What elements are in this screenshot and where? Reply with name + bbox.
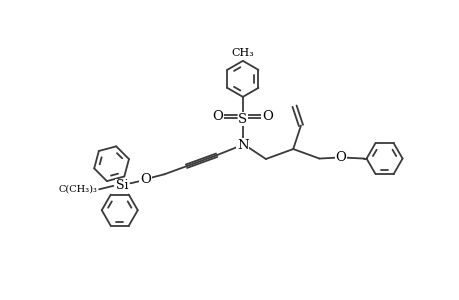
Text: C(CH₃)₃: C(CH₃)₃	[58, 185, 97, 194]
Text: CH₃: CH₃	[231, 48, 254, 58]
Text: S: S	[238, 112, 247, 126]
Text: N: N	[236, 139, 248, 152]
Text: O: O	[335, 151, 346, 164]
Text: O: O	[262, 110, 273, 123]
Text: O: O	[140, 173, 151, 186]
Text: O: O	[212, 110, 223, 123]
Text: Si: Si	[115, 179, 128, 192]
